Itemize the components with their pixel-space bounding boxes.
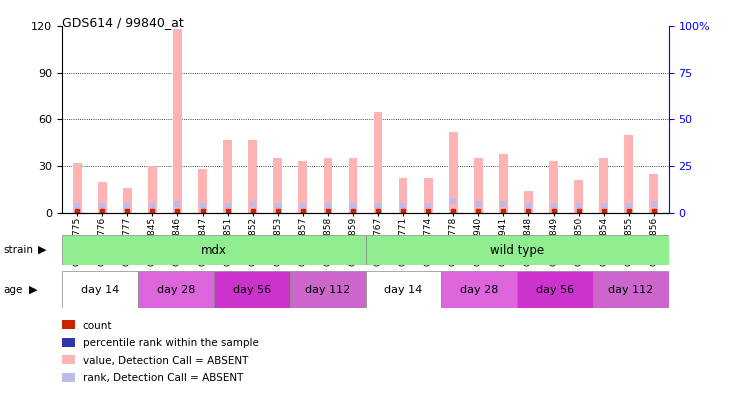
Text: day 28: day 28 xyxy=(460,285,499,294)
Bar xyxy=(649,174,658,213)
Bar xyxy=(213,271,289,308)
Text: day 28: day 28 xyxy=(156,285,195,294)
Bar xyxy=(223,140,232,213)
Bar xyxy=(424,179,433,213)
Bar xyxy=(62,271,138,308)
Bar xyxy=(398,179,407,213)
Bar xyxy=(198,169,207,213)
Bar xyxy=(442,271,518,308)
Text: age: age xyxy=(4,285,23,294)
Bar xyxy=(298,161,307,213)
Bar xyxy=(518,271,593,308)
Bar xyxy=(123,188,132,213)
Text: day 112: day 112 xyxy=(608,285,654,294)
Text: mdx: mdx xyxy=(201,243,227,257)
Bar xyxy=(449,132,458,213)
Bar xyxy=(474,158,482,213)
Bar xyxy=(599,158,608,213)
Bar xyxy=(289,271,366,308)
Text: ▶: ▶ xyxy=(29,285,38,294)
Bar xyxy=(273,158,282,213)
Bar xyxy=(249,140,257,213)
Text: strain: strain xyxy=(4,245,34,255)
Bar xyxy=(366,271,442,308)
Bar xyxy=(173,30,182,213)
Bar xyxy=(593,271,669,308)
Bar xyxy=(62,235,366,265)
Bar xyxy=(148,166,156,213)
Text: day 14: day 14 xyxy=(81,285,119,294)
Text: wild type: wild type xyxy=(490,243,545,257)
Bar xyxy=(98,181,107,213)
Text: count: count xyxy=(83,321,112,331)
Text: day 112: day 112 xyxy=(305,285,350,294)
Bar xyxy=(138,271,213,308)
Bar xyxy=(624,135,633,213)
Text: day 56: day 56 xyxy=(536,285,574,294)
Text: day 14: day 14 xyxy=(385,285,423,294)
Bar xyxy=(575,180,583,213)
Bar xyxy=(499,153,508,213)
Bar xyxy=(366,235,669,265)
Text: ▶: ▶ xyxy=(38,245,47,255)
Bar xyxy=(324,158,333,213)
Text: day 56: day 56 xyxy=(232,285,270,294)
Text: value, Detection Call = ABSENT: value, Detection Call = ABSENT xyxy=(83,356,248,366)
Bar xyxy=(349,158,357,213)
Bar xyxy=(524,191,533,213)
Bar xyxy=(549,161,558,213)
Bar xyxy=(73,163,82,213)
Text: rank, Detection Call = ABSENT: rank, Detection Call = ABSENT xyxy=(83,373,243,383)
Text: percentile rank within the sample: percentile rank within the sample xyxy=(83,339,259,348)
Text: GDS614 / 99840_at: GDS614 / 99840_at xyxy=(62,16,184,29)
Bar xyxy=(374,112,382,213)
